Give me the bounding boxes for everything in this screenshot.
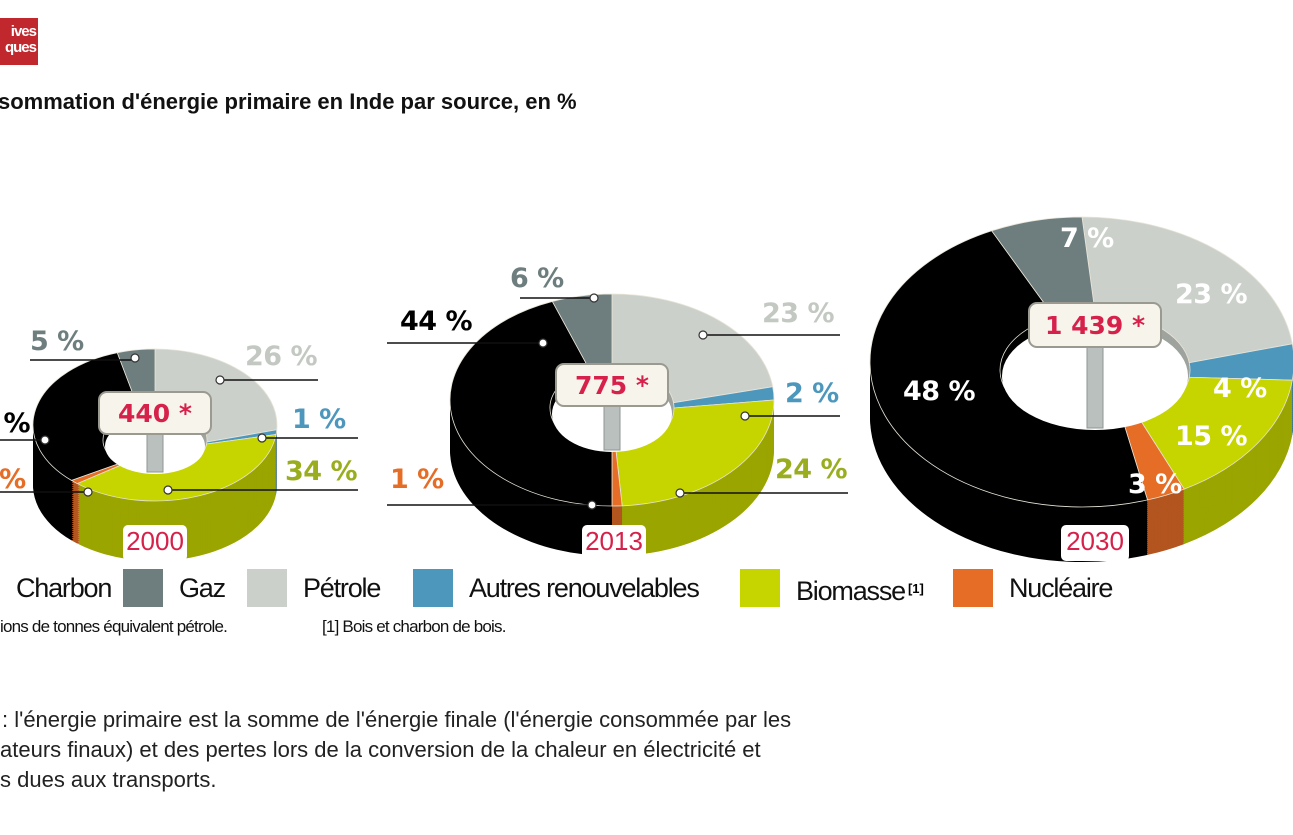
year-label: 2000 xyxy=(126,526,184,556)
legend-label-gaz: Gaz xyxy=(179,572,226,603)
year-badge xyxy=(1061,525,1129,561)
badge-pole xyxy=(1086,346,1104,429)
legend-item-gaz: Gaz xyxy=(123,568,226,608)
legend-item-autres-renouvelables: Autres renouvelables xyxy=(413,568,700,608)
total-value: 775 * xyxy=(575,371,649,400)
body-text-line-1: : l'énergie primaire est la somme de l'é… xyxy=(2,707,792,732)
year-badge xyxy=(123,525,187,561)
body-text-line-3: s dues aux transports. xyxy=(0,767,217,792)
data-label-autres-renouvelables: 4 % xyxy=(1213,373,1267,404)
leader-dot-charbon xyxy=(40,435,50,445)
leader-dot-biomasse xyxy=(163,485,173,495)
chart-title: sommation d'énergie primaire en Inde par… xyxy=(0,89,577,114)
legend-label-petrole: Pétrole xyxy=(303,572,381,603)
legend-swatch-autres xyxy=(413,569,453,607)
leader-dot-biomasse xyxy=(675,488,685,498)
legend-swatch-biomasse xyxy=(740,569,780,607)
data-label-gaz: 7 % xyxy=(1060,223,1114,254)
data-label-charbon: 44 % xyxy=(400,306,472,337)
leader-dot-autres-renouvelables xyxy=(257,433,267,443)
data-label-charbon: 33 % xyxy=(0,408,30,439)
legend-label-charbon: Charbon xyxy=(16,572,112,603)
biomasse-note-marker: [1] xyxy=(907,580,924,596)
legend-item-nucleaire: Nucléaire xyxy=(953,568,1113,608)
publisher-logo: ives ques xyxy=(0,18,38,65)
data-label-biomasse: 24 % xyxy=(775,454,847,485)
legend-label-nucleaire: Nucléaire xyxy=(1009,572,1113,603)
data-label-autres-renouvelables: 2 % xyxy=(785,378,839,409)
total-badge xyxy=(555,363,669,407)
donut-2013: 775 * 2013 23 % 2 % 24 % 1 % 44 % 6 % xyxy=(387,263,848,561)
leader-dot-charbon xyxy=(538,338,548,348)
leader-dot-gaz xyxy=(130,353,140,363)
legend-item-biomasse: Biomasse [1] xyxy=(740,568,924,608)
logo-line-2: ques xyxy=(4,39,37,56)
donut-2030: 1 439 * 2030 23 % 4 % 15 % 3 % 48 % 7 % xyxy=(869,216,1293,563)
legend-swatch-gaz xyxy=(123,569,163,607)
leader-dot-nucleaire xyxy=(587,500,597,510)
data-label-gaz: 6 % xyxy=(510,263,564,294)
data-label-petrole: 23 % xyxy=(1175,279,1247,310)
total-badge xyxy=(98,391,212,435)
legend-label-biomasse: Biomasse xyxy=(796,575,906,606)
leader-dot-autres-renouvelables xyxy=(740,411,750,421)
total-value: 440 * xyxy=(118,399,192,428)
data-label-biomasse: 15 % xyxy=(1175,421,1247,452)
legend-label-autres: Autres renouvelables xyxy=(469,572,700,603)
data-label-gaz: 5 % xyxy=(30,326,84,357)
legend-item-charbon: Charbon xyxy=(0,568,112,608)
legend-swatch-petrole xyxy=(247,569,287,607)
year-badge xyxy=(582,525,646,561)
body-text-line-2: ateurs finaux) et des pertes lors de la … xyxy=(0,737,761,762)
data-label-petrole: 26 % xyxy=(245,341,317,372)
data-label-nucleaire: 3 % xyxy=(1128,469,1182,500)
leader-dot-petrole xyxy=(215,375,225,385)
data-label-biomasse: 34 % xyxy=(285,456,357,487)
donut-2000: 440 * 2000 26 % 1 % 34 % 1 % 33 % 5 % xyxy=(0,326,358,561)
logo-line-1: ives xyxy=(10,23,37,40)
year-label: 2030 xyxy=(1066,526,1124,556)
data-label-autres-renouvelables: 1 % xyxy=(292,404,346,435)
badge-pole xyxy=(603,405,621,451)
legend-swatch-nucleaire xyxy=(953,569,993,607)
footnote-unit: ions de tonnes équivalent pétrole. xyxy=(0,617,228,636)
leader-dot-petrole xyxy=(698,330,708,340)
leader-dot-gaz xyxy=(589,293,599,303)
legend-item-petrole: Pétrole xyxy=(247,568,381,608)
data-label-petrole: 23 % xyxy=(762,298,834,329)
data-label-nucleaire: 1 % xyxy=(390,464,444,495)
year-label: 2013 xyxy=(585,526,643,556)
data-label-nucleaire: 1 % xyxy=(0,464,26,495)
badge-pole xyxy=(146,433,164,473)
data-label-charbon: 48 % xyxy=(903,376,975,407)
footnote-biomasse: [1] Bois et charbon de bois. xyxy=(322,617,506,636)
total-badge xyxy=(1028,302,1162,348)
total-value: 1 439 * xyxy=(1045,311,1145,340)
leader-dot-nucleaire xyxy=(83,487,93,497)
